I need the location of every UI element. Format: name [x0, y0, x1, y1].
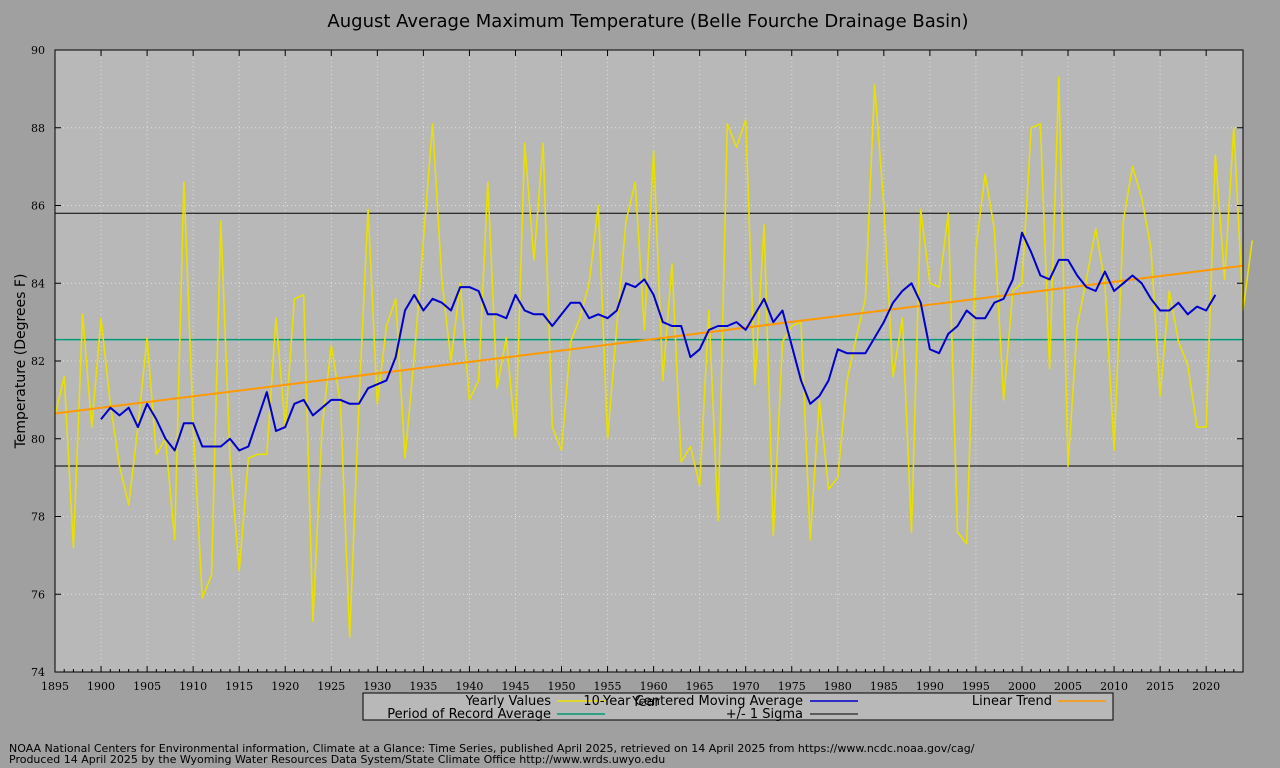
credit-line-1: NOAA National Centers for Environmental …: [9, 742, 975, 755]
x-tick-label-2005: 2005: [1054, 680, 1082, 693]
series-lines: [54, 76, 1253, 638]
legend-label-trend: Linear Trend: [972, 694, 1052, 709]
y-tick-label-84: 84: [31, 277, 45, 290]
x-tick-label-1895: 1895: [41, 680, 69, 693]
x-tick-label-1990: 1990: [916, 680, 944, 693]
x-tick-label-2000: 2000: [1008, 680, 1036, 693]
x-tick-label-1900: 1900: [87, 680, 115, 693]
y-tick-label-88: 88: [31, 122, 45, 135]
x-tick-label-1995: 1995: [962, 680, 990, 693]
y-tick-label-76: 76: [31, 588, 45, 601]
x-tick-label-1930: 1930: [363, 680, 391, 693]
x-tick-label-1915: 1915: [225, 680, 253, 693]
x-tick-label-2015: 2015: [1146, 680, 1174, 693]
x-tick-label-1980: 1980: [824, 680, 852, 693]
x-tick-label-1920: 1920: [271, 680, 299, 693]
x-tick-label-2010: 2010: [1100, 680, 1128, 693]
legend-label-moving-average: 10-Year Centered Moving Average: [583, 694, 803, 709]
x-tick-label-1985: 1985: [870, 680, 898, 693]
y-axis-label: Temperature (Degrees F): [13, 274, 29, 450]
chart-title: August Average Maximum Temperature (Bell…: [327, 11, 968, 32]
x-tick-label-1940: 1940: [455, 680, 483, 693]
x-tick-label-1905: 1905: [133, 680, 161, 693]
legend-label-average: Period of Record Average: [387, 707, 551, 722]
x-tick-label-1950: 1950: [548, 680, 576, 693]
legend: Yearly Values Year 10-Year Centered Movi…: [362, 692, 1114, 722]
y-tick-label-82: 82: [31, 355, 45, 368]
x-tick-label-1945: 1945: [501, 680, 529, 693]
x-tick-label-1970: 1970: [732, 680, 760, 693]
x-axis-label: Year: [631, 695, 660, 710]
y-tick-label-78: 78: [31, 511, 45, 524]
x-tick-label-1925: 1925: [317, 680, 345, 693]
y-tick-label-80: 80: [31, 433, 45, 446]
y-tick-label-90: 90: [31, 44, 45, 57]
x-tick-label-1965: 1965: [686, 680, 714, 693]
x-tick-label-1975: 1975: [778, 680, 806, 693]
x-tick-label-2020: 2020: [1192, 680, 1220, 693]
plot-area: [55, 50, 1243, 672]
moving-average-line: [100, 231, 1217, 452]
legend-label-sigma: +/- 1 Sigma: [726, 707, 803, 722]
y-tick-label-74: 74: [31, 666, 45, 679]
y-tick-label-86: 86: [31, 200, 45, 213]
x-tick-label-1955: 1955: [594, 680, 622, 693]
axis-ticks: 74 76 78 80 82 84 86 88 90 1895 1900 1905 1910 1915 19…: [31, 44, 1243, 693]
trend-line: [54, 264, 1244, 415]
x-tick-label-1910: 1910: [179, 680, 207, 693]
credit-line-2: Produced 14 April 2025 by the Wyoming Wa…: [9, 753, 665, 766]
x-tick-label-1960: 1960: [640, 680, 668, 693]
legend-box: [362, 692, 1114, 721]
x-tick-label-1935: 1935: [409, 680, 437, 693]
legend-label-yearly: Yearly Values: [465, 694, 552, 709]
